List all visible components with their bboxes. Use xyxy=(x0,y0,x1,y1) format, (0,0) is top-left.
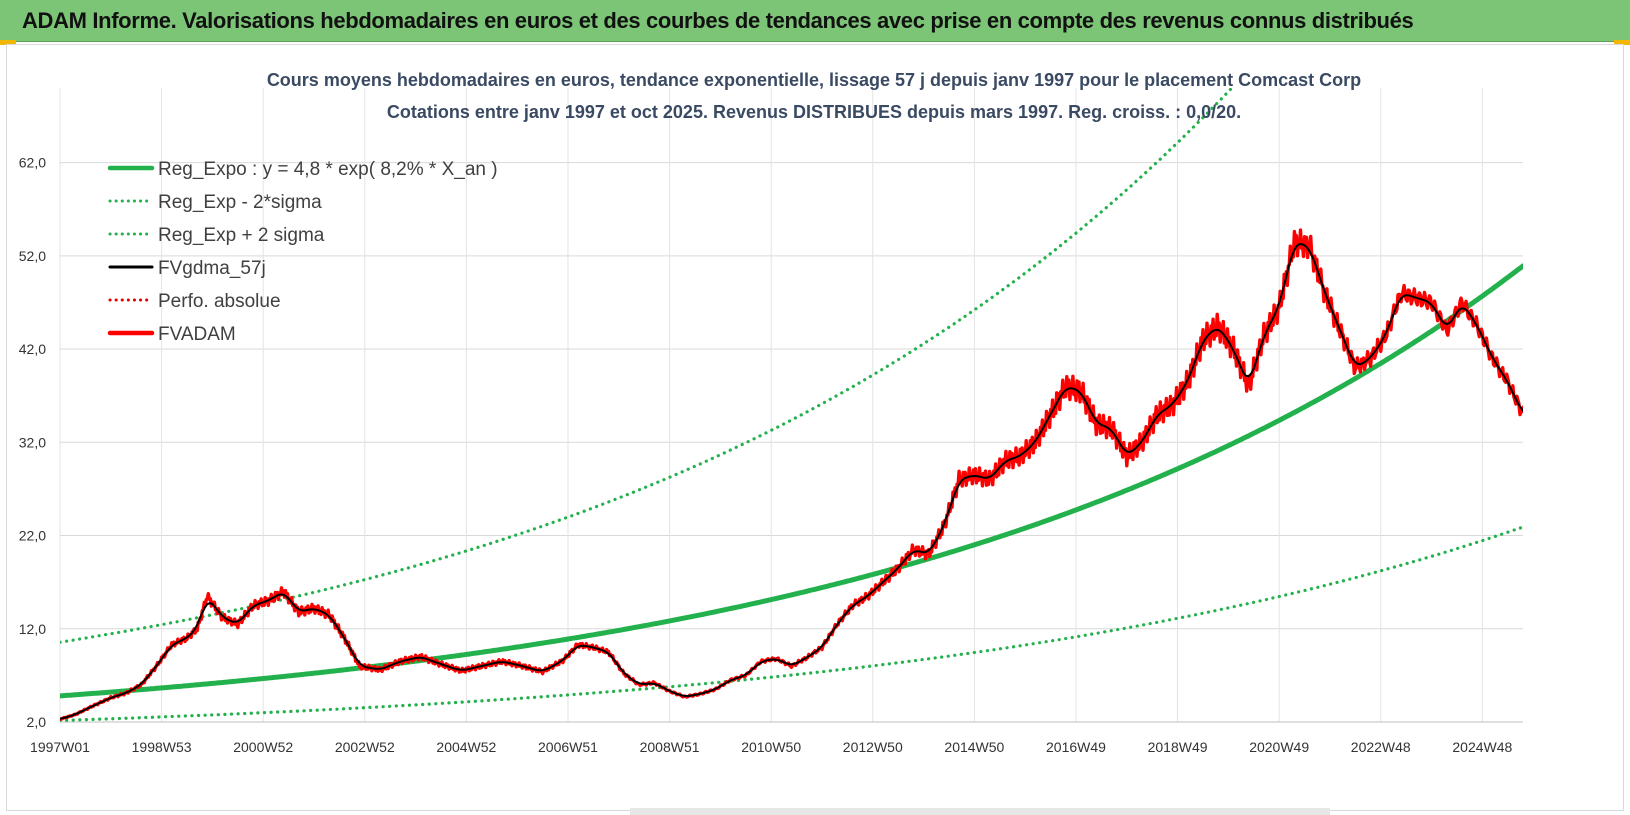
grid xyxy=(59,88,1523,723)
y-tick-label: 32,0 xyxy=(19,434,46,450)
series-line-0 xyxy=(60,263,1523,699)
y-tick-label: 22,0 xyxy=(19,528,46,544)
y-tick-label: 62,0 xyxy=(19,155,46,171)
x-tick-label: 2004W52 xyxy=(436,739,496,755)
series-line-2 xyxy=(60,88,1234,644)
legend-label: FVgdma_57j xyxy=(158,258,266,279)
x-axis-ticks: 1997W01 1998W53 2000W52 2002W52 2004W52 2006W… xyxy=(30,739,1513,755)
x-tick-label: 2016W49 xyxy=(1046,739,1106,755)
header-banner: ADAM Informe. Valorisations hebdomadaire… xyxy=(0,0,1630,42)
series-line-1 xyxy=(60,525,1523,722)
x-tick-label: 1998W53 xyxy=(132,739,192,755)
chart-subtitle: Cotations entre janv 1997 et oct 2025. R… xyxy=(387,102,1241,122)
x-tick-label: 2022W48 xyxy=(1351,739,1411,755)
y-tick-label: 52,0 xyxy=(19,248,46,264)
series-group xyxy=(60,88,1523,722)
legend: Reg_Expo : y = 4,8 * exp( 8,2% * X_an ) R… xyxy=(107,159,498,345)
x-tick-label: 2018W49 xyxy=(1148,739,1208,755)
legend-label: Reg_Exp - 2*sigma xyxy=(158,192,322,213)
legend-label: FVADAM xyxy=(158,324,236,345)
page-title: ADAM Informe. Valorisations hebdomadaire… xyxy=(22,8,1414,33)
chart-title: Cours moyens hebdomadaires en euros, ten… xyxy=(267,70,1361,90)
x-tick-label: 2000W52 xyxy=(233,739,293,755)
y-axis-ticks: 2,0 12,0 22,0 32,0 42,0 52,0 62,0 xyxy=(19,155,46,730)
corner-marker-right xyxy=(1614,40,1630,45)
x-tick-label: 2010W50 xyxy=(741,739,801,755)
x-tick-label: 2020W49 xyxy=(1249,739,1309,755)
x-tick-label: 2012W50 xyxy=(843,739,903,755)
legend-label: Perfo. absolue xyxy=(158,291,281,312)
legend-label: Reg_Expo : y = 4,8 * exp( 8,2% * X_an ) xyxy=(158,159,498,180)
legend-label: Reg_Exp + 2 sigma xyxy=(158,225,325,246)
x-tick-label: 2008W51 xyxy=(640,739,700,755)
x-tick-label: 2024W48 xyxy=(1452,739,1512,755)
x-tick-label: 2002W52 xyxy=(335,739,395,755)
y-tick-label: 2,0 xyxy=(27,714,47,730)
series-line-3 xyxy=(60,243,1523,720)
y-tick-label: 12,0 xyxy=(19,621,46,637)
x-tick-label: 2014W50 xyxy=(944,739,1004,755)
corner-marker-left xyxy=(0,40,16,45)
y-tick-label: 42,0 xyxy=(19,341,46,357)
x-tick-label: 2006W51 xyxy=(538,739,598,755)
bottom-strip xyxy=(630,808,1330,815)
x-tick-label: 1997W01 xyxy=(30,739,90,755)
